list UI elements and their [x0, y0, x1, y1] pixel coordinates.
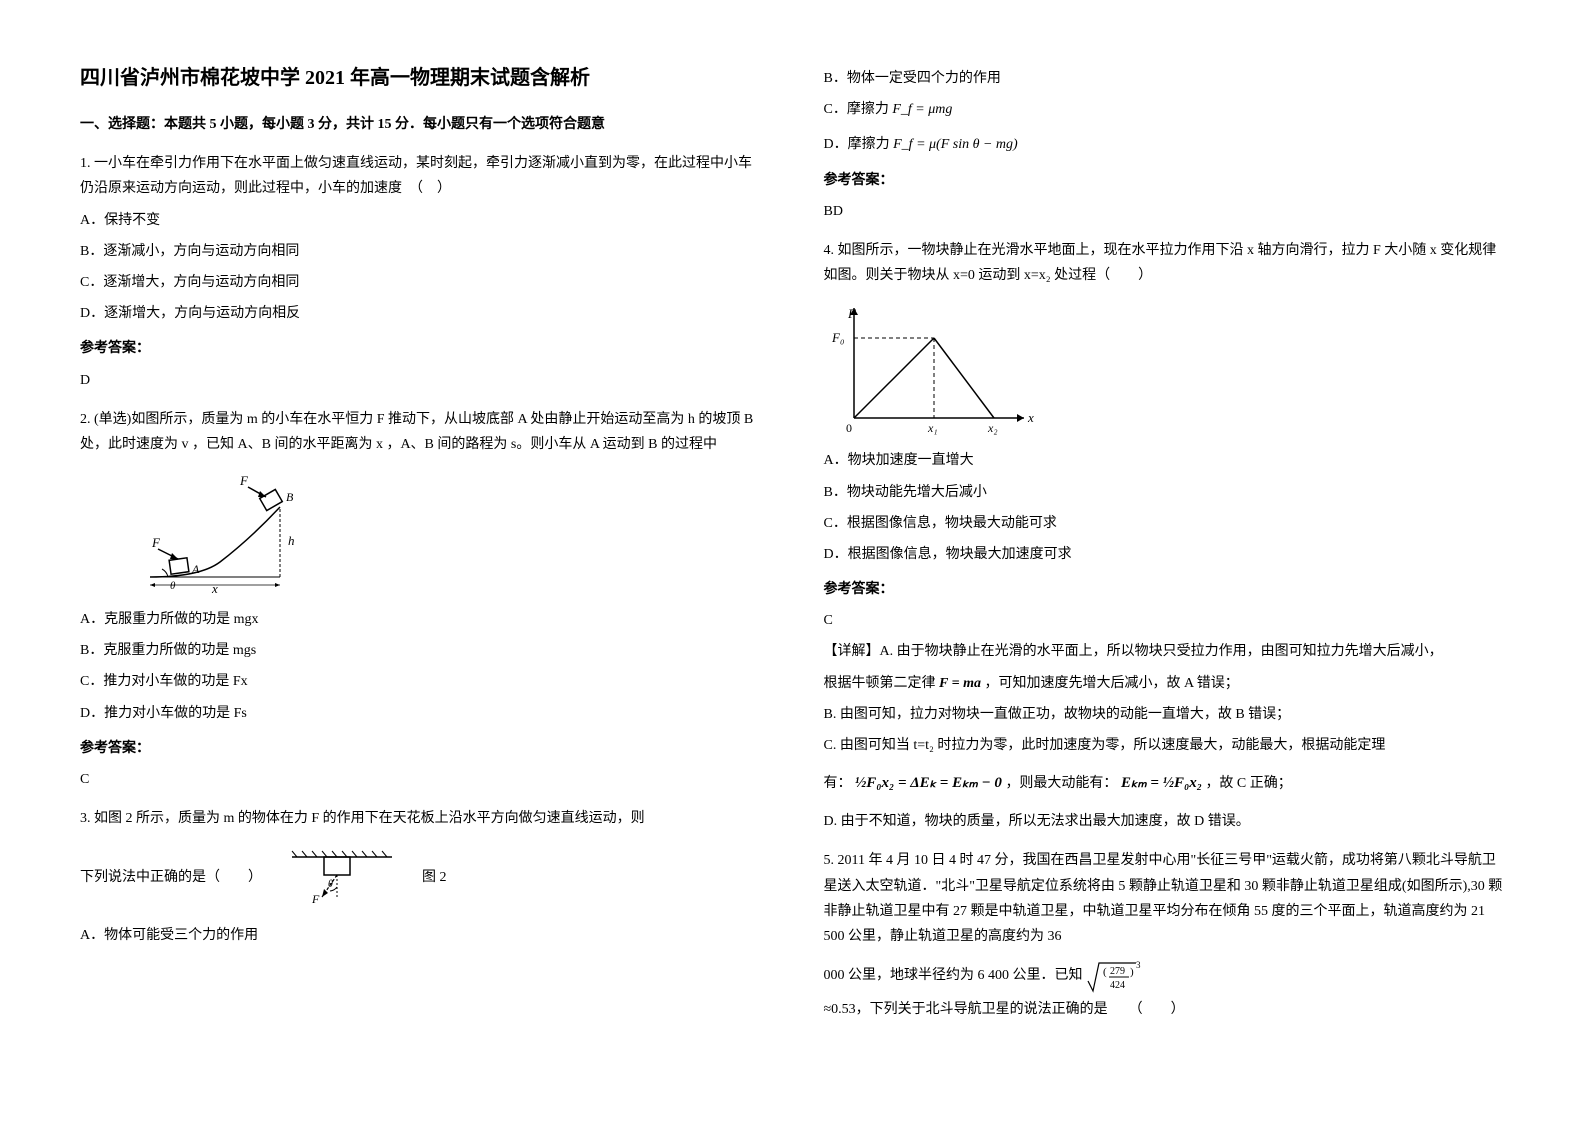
q4-optC: C．根据图像信息，物块最大动能可求: [824, 511, 1508, 536]
q3-optD-prefix: D．摩擦力: [824, 137, 890, 152]
q4-diagram: F F₀ 0 x₁ x₂ x: [824, 298, 1508, 438]
svg-text:(: (: [1103, 966, 1107, 978]
q2-optB: B．克服重力所做的功是 mgs: [80, 638, 764, 663]
q4-optD: D．根据图像信息，物块最大加速度可求: [824, 542, 1508, 567]
q2-text: 2. (单选)如图所示，质量为 m 的小车在水平恒力 F 推动下，从山坡底部 A…: [80, 407, 764, 457]
q3-optD-formula: F_f = μ(F sin θ − mg): [893, 137, 1018, 152]
q3-diagram: F θ: [282, 847, 402, 907]
q4-detailC: C. 由图可知当 t=t₂ 时拉力为零，此时加速度为零，所以速度最大，动能最大，…: [824, 733, 1508, 758]
q5-sqrt-num: 279: [1110, 966, 1125, 977]
q4-detailA2-suffix: ，可知加速度先增大后减小，故 A 错误；: [984, 676, 1238, 691]
q5-text2-prefix: 000 公里，地球半径约为 6 400 公里．已知: [824, 968, 1083, 983]
svg-text:B: B: [286, 490, 294, 504]
q4-detailC2: 有： ½F₀x₂ = ΔEₖ = Eₖₘ − 0 ，则最大动能有： Eₖₘ = …: [824, 770, 1508, 797]
q4-detailD: D. 由于不知道，物块的质量，所以无法求出最大加速度，故 D 错误。: [824, 809, 1508, 834]
q3-optA: A．物体可能受三个力的作用: [80, 923, 764, 948]
q2-diagram: F A F B θ h x: [140, 467, 764, 597]
q4-optB: B．物块动能先增大后减小: [824, 480, 1508, 505]
q4-detailC2-mid: ，则最大动能有：: [1005, 776, 1117, 791]
q4-detailA2-formula: F = ma: [939, 676, 981, 691]
q3-optC-formula: F_f = μmg: [892, 102, 952, 117]
q3-optB: B．物体一定受四个力的作用: [824, 66, 1508, 91]
q1-optD: D．逐渐增大，方向与运动方向相反: [80, 301, 764, 326]
q1-optC: C．逐渐增大，方向与运动方向相同: [80, 270, 764, 295]
q4-detailB: B. 由图可知，拉力对物块一直做正功，故物块的动能一直增大，故 B 错误；: [824, 702, 1508, 727]
q5-sqrt: ( 279 424 ) 3: [1086, 955, 1146, 997]
q4-label-O: 0: [846, 421, 852, 435]
q4-label-F0: F₀: [831, 330, 844, 345]
q5-sqrt-den: 424: [1110, 980, 1125, 991]
q1-answer-label: 参考答案：: [80, 336, 764, 361]
q4-label-x: x: [1027, 410, 1034, 425]
q4-answer-label: 参考答案：: [824, 577, 1508, 602]
q4-text: 4. 如图所示，一物块静止在光滑水平地面上，现在水平拉力作用下沿 x 轴方向滑行…: [824, 238, 1508, 288]
q4-detailA-text: A. 由于物块静止在光滑的水平面上，所以物块只受拉力作用，由图可知拉力先增大后减…: [880, 644, 1443, 659]
q4-detailA2-prefix: 根据牛顿第二定律: [824, 676, 940, 691]
q3-conclusion: 下列说法中正确的是（ ）: [80, 865, 262, 890]
q3-optC-prefix: C．摩擦力: [824, 102, 889, 117]
q5-text2: 000 公里，地球半径约为 6 400 公里．已知 ( 279 424 ) 3 …: [824, 955, 1508, 1022]
q3-optC: C．摩擦力 F_f = μmg: [824, 97, 1508, 122]
q2-optC: C．推力对小车做的功是 Fx: [80, 669, 764, 694]
right-column: B．物体一定受四个力的作用 C．摩擦力 F_f = μmg D．摩擦力 F_f …: [824, 60, 1508, 1062]
svg-text:): ): [1130, 966, 1134, 978]
q4-optA: A．物块加速度一直增大: [824, 448, 1508, 473]
q4-detailC2-f2: Eₖₘ = ½F₀x₂: [1121, 775, 1202, 791]
left-column: 四川省泸州市棉花坡中学 2021 年高一物理期末试题含解析 一、选择题：本题共 …: [80, 60, 764, 1062]
q4-detailA2: 根据牛顿第二定律 F = ma ，可知加速度先增大后减小，故 A 错误；: [824, 671, 1508, 696]
q4-detailC2-suffix: ，故 C 正确；: [1205, 776, 1291, 791]
q1-optB: B．逐渐减小，方向与运动方向相同: [80, 239, 764, 264]
q5-sqrt-exp: 3: [1136, 960, 1141, 970]
section-header: 一、选择题：本题共 5 小题，每小题 3 分，共计 15 分．每小题只有一个选项…: [80, 112, 764, 137]
q2-optD: D．推力对小车做的功是 Fs: [80, 701, 764, 726]
q4-detailC2-f1: ½F₀x₂ = ΔEₖ = Eₖₘ − 0: [855, 775, 1002, 791]
q4-label-x1: x₁: [927, 421, 938, 435]
q5-text1: 5. 2011 年 4 月 10 日 4 时 47 分，我国在西昌卫星发射中心用…: [824, 848, 1508, 949]
q2-answer-label: 参考答案：: [80, 736, 764, 761]
svg-text:F: F: [239, 473, 249, 488]
svg-text:h: h: [288, 533, 295, 548]
q4-detailA: 【详解】A. 由于物块静止在光滑的水平面上，所以物块只受拉力作用，由图可知拉力先…: [824, 639, 1508, 664]
q2-optA: A．克服重力所做的功是 mgx: [80, 607, 764, 632]
svg-text:θ: θ: [170, 580, 176, 592]
svg-text:A: A: [191, 562, 200, 576]
q4-answer: C: [824, 608, 1508, 633]
q1-optA: A．保持不变: [80, 208, 764, 233]
page-title: 四川省泸州市棉花坡中学 2021 年高一物理期末试题含解析: [80, 60, 764, 96]
q2-answer: C: [80, 767, 764, 792]
q3-answer: BD: [824, 199, 1508, 224]
q3-answer-label: 参考答案：: [824, 168, 1508, 193]
q1-answer: D: [80, 368, 764, 393]
q4-label-F: F: [847, 306, 857, 321]
q4-detail-label: 【详解】: [824, 644, 880, 659]
svg-text:F: F: [311, 892, 320, 906]
q4-detailC2-prefix: 有：: [824, 776, 852, 791]
q5-text2-suffix: ≈0.53，下列关于北斗导航卫星的说法正确的是 （ ）: [824, 1002, 1185, 1017]
q4-label-x2: x₂: [987, 421, 998, 435]
q2-text-span: 2. (单选)如图所示，质量为 m 的小车在水平恒力 F 推动下，从山坡底部 A…: [80, 412, 753, 452]
svg-text:F: F: [151, 535, 161, 550]
q3-text: 3. 如图 2 所示，质量为 m 的物体在力 F 的作用下在天花板上沿水平方向做…: [80, 806, 764, 831]
svg-text:θ: θ: [328, 879, 333, 890]
q3-caption: 图 2: [422, 865, 447, 890]
q1-text: 1. 一小车在牵引力作用下在水平面上做匀速直线运动，某时刻起，牵引力逐渐减小直到…: [80, 151, 764, 201]
svg-text:x: x: [211, 581, 218, 596]
q3-optD: D．摩擦力 F_f = μ(F sin θ − mg): [824, 132, 1508, 157]
